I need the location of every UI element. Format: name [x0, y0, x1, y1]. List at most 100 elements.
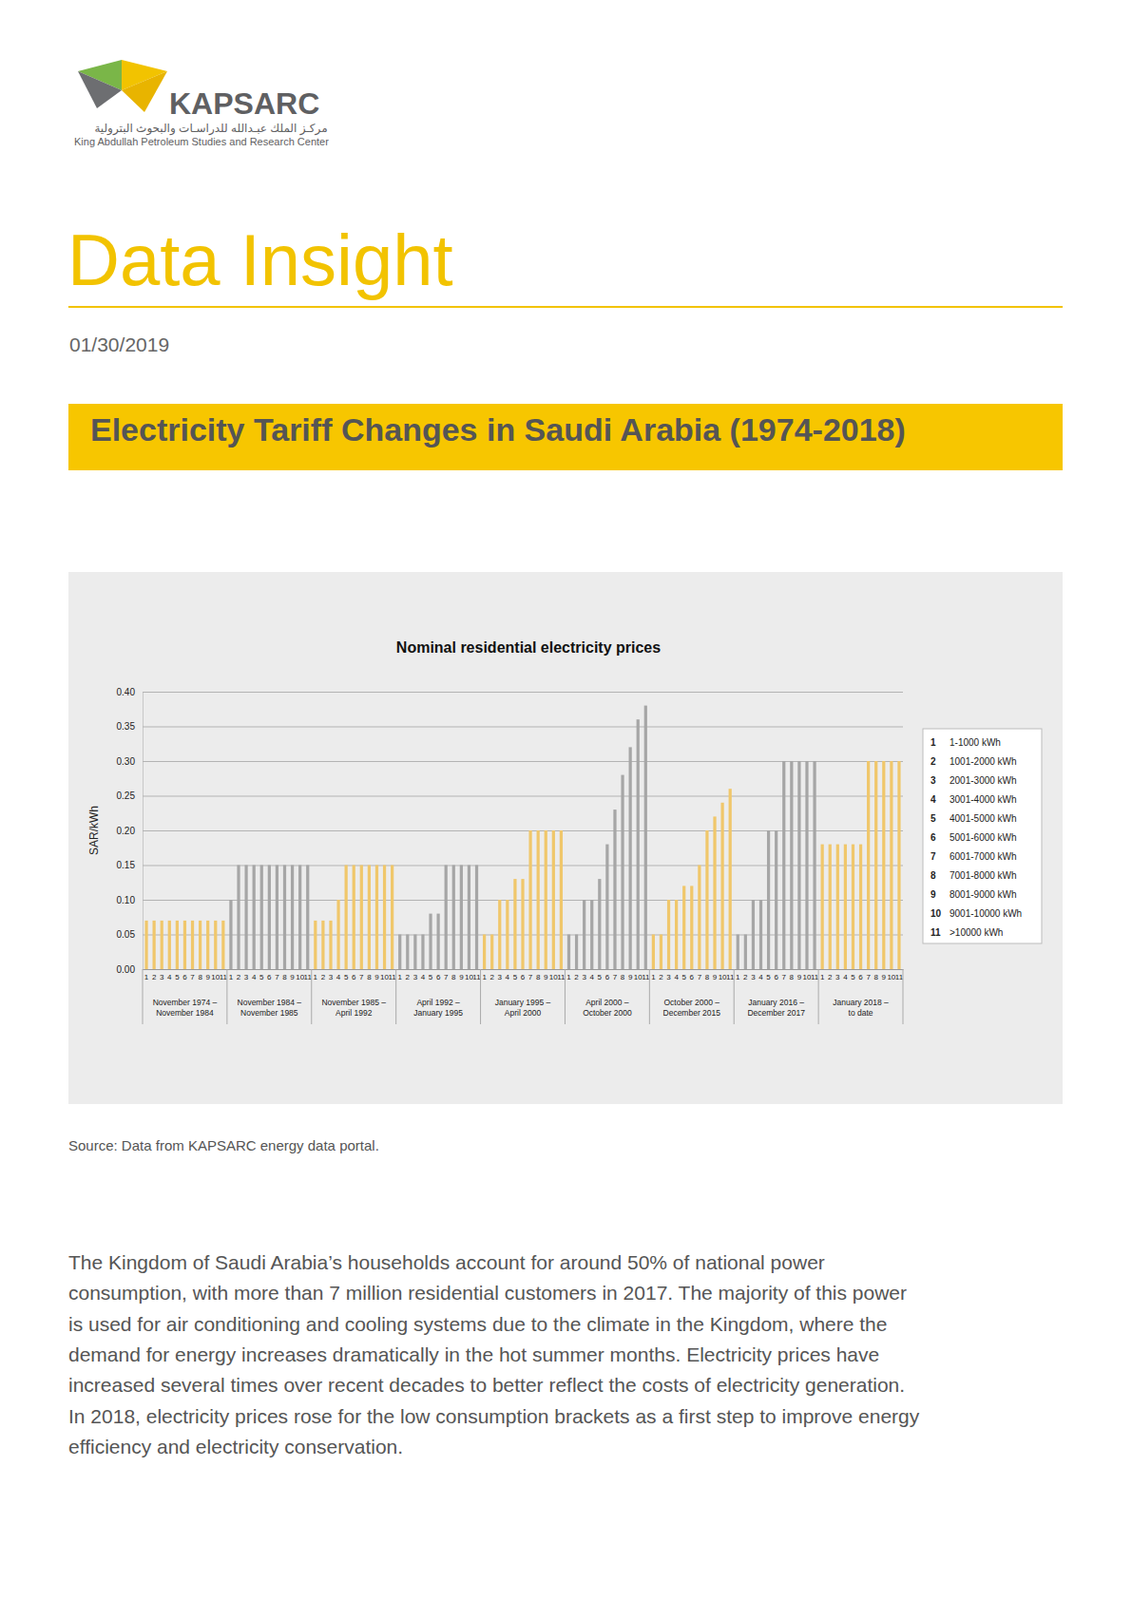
- bracket-label: 4001-5000 kWh: [949, 813, 1017, 825]
- bar: [306, 865, 309, 971]
- bar: [160, 920, 164, 970]
- x-tick: 8: [620, 969, 626, 982]
- x-tick-label: 4: [673, 973, 679, 982]
- bracket-id: 6: [930, 832, 937, 844]
- x-tick: 9: [374, 969, 380, 982]
- bar: [889, 761, 893, 970]
- bar: [398, 935, 402, 971]
- x-tick: 5: [766, 969, 771, 982]
- period-label: December 2017: [747, 1008, 806, 1018]
- period-separator: [733, 969, 735, 1025]
- x-tick: 3: [581, 969, 587, 982]
- bar: [537, 830, 540, 970]
- x-tick: 6: [436, 969, 442, 982]
- x-tick: 9: [289, 969, 295, 982]
- bar: [390, 865, 394, 971]
- bar: [620, 775, 624, 970]
- x-tick-label: 3: [835, 973, 841, 982]
- bar: [444, 865, 448, 971]
- body-line: consumption, with more than 7 million re…: [68, 1282, 907, 1305]
- x-tick-label: 8: [705, 973, 710, 982]
- x-tick: 1: [313, 969, 319, 982]
- grid-line: [142, 969, 903, 971]
- x-tick-label: 1: [820, 973, 826, 982]
- x-tick-label: 2: [827, 973, 833, 982]
- bar: [206, 920, 210, 970]
- x-tick: 8: [789, 969, 795, 982]
- x-tick-label: 5: [344, 973, 349, 982]
- x-tick-label: 11: [726, 973, 735, 982]
- bar: [659, 935, 663, 971]
- x-tick-label: 11: [895, 973, 904, 982]
- bar: [513, 879, 517, 970]
- bar: [882, 761, 885, 970]
- x-tick: 1: [481, 969, 487, 982]
- x-tick-label: 1: [735, 973, 741, 982]
- x-tick-label: 5: [850, 973, 856, 982]
- bracket-id: 9: [930, 889, 937, 901]
- x-tick: 4: [505, 969, 511, 982]
- x-tick: 2: [574, 969, 579, 982]
- bar: [674, 900, 678, 970]
- bar: [575, 935, 578, 971]
- bar: [283, 865, 287, 971]
- bar: [528, 830, 532, 970]
- y-tick-label: 0.15: [116, 860, 136, 871]
- bar: [652, 935, 655, 971]
- x-tick-label: 3: [581, 973, 587, 982]
- x-tick: 7: [274, 969, 280, 982]
- x-tick-label: 5: [174, 973, 180, 982]
- bracket-label: 6001-7000 kWh: [949, 851, 1017, 863]
- bar: [490, 935, 494, 971]
- period-label: April 2000 –: [585, 997, 630, 1008]
- bracket-key: 11-1000 kWh21001-2000 kWh32001-3000 kWh4…: [922, 729, 1042, 944]
- x-tick-label: 9: [628, 973, 634, 982]
- bar: [168, 920, 172, 970]
- grid-line: [142, 830, 903, 832]
- x-tick: 6: [858, 969, 864, 982]
- x-tick-label: 5: [428, 973, 434, 982]
- title: Electricity Tariff Changes in Saudi Arab…: [90, 411, 906, 448]
- x-tick-label: 9: [459, 973, 464, 982]
- bracket-label: 1001-2000 kWh: [949, 756, 1017, 768]
- x-tick: 6: [690, 969, 695, 982]
- bar: [360, 865, 364, 971]
- x-tick: 6: [267, 969, 272, 982]
- x-tick: 7: [865, 969, 871, 982]
- bar: [252, 865, 256, 971]
- period-separator: [142, 969, 144, 1025]
- x-tick-label: 9: [205, 973, 211, 982]
- x-tick-label: 4: [758, 973, 764, 982]
- bar: [268, 865, 271, 971]
- y-axis-title: SAR/kWh: [87, 805, 101, 856]
- logo-english: King Abdullah Petroleum Studies and Rese…: [74, 135, 329, 148]
- x-tick: 1: [397, 969, 403, 982]
- y-tick-label: 0.25: [116, 790, 136, 802]
- bar: [260, 865, 264, 971]
- x-tick-label: 4: [421, 973, 426, 982]
- x-tick-label: 9: [374, 973, 380, 982]
- bar: [428, 914, 432, 970]
- x-tick: 7: [443, 969, 449, 982]
- bar: [812, 761, 816, 970]
- x-tick-label: 3: [750, 973, 756, 982]
- x-tick-label: 6: [605, 973, 611, 982]
- x-tick-label: 2: [743, 973, 749, 982]
- x-tick-label: 4: [251, 973, 257, 982]
- bar: [821, 844, 825, 970]
- bar: [805, 761, 808, 970]
- bracket-label: 5001-6000 kWh: [949, 832, 1017, 844]
- source: Source: Data from KAPSARC energy data po…: [68, 1137, 380, 1154]
- x-tick-label: 3: [498, 973, 503, 982]
- x-tick: 3: [413, 969, 419, 982]
- y-tick-label: 0.30: [116, 756, 136, 768]
- x-tick: 2: [743, 969, 749, 982]
- x-tick: 9: [882, 969, 887, 982]
- body-line: increased several times over recent deca…: [68, 1374, 905, 1397]
- x-tick-label: 6: [267, 973, 272, 982]
- x-tick: 5: [344, 969, 349, 982]
- x-tick-label: 4: [336, 973, 342, 982]
- body-line: is used for air conditioning and cooling…: [68, 1313, 887, 1336]
- x-tick: 8: [705, 969, 710, 982]
- bar: [744, 935, 748, 971]
